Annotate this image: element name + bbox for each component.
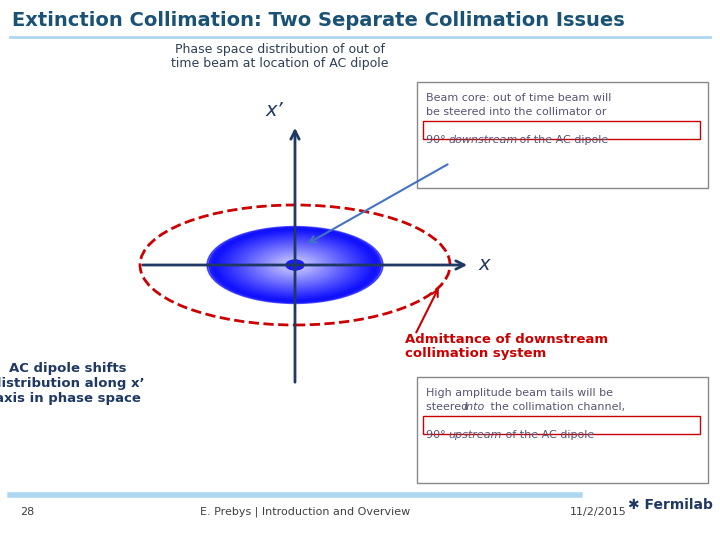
Ellipse shape bbox=[242, 242, 348, 288]
Ellipse shape bbox=[244, 243, 346, 287]
Ellipse shape bbox=[256, 248, 335, 282]
FancyBboxPatch shape bbox=[423, 416, 700, 434]
Text: ✱ Fermilab: ✱ Fermilab bbox=[628, 498, 713, 512]
FancyBboxPatch shape bbox=[417, 377, 708, 483]
Text: time beam at location of AC dipole: time beam at location of AC dipole bbox=[171, 57, 389, 70]
Text: 90°: 90° bbox=[426, 430, 449, 440]
Ellipse shape bbox=[216, 231, 374, 300]
Ellipse shape bbox=[284, 260, 306, 270]
Ellipse shape bbox=[235, 239, 354, 291]
Ellipse shape bbox=[251, 246, 339, 284]
Ellipse shape bbox=[238, 240, 352, 290]
Text: Beam core: out of time beam will: Beam core: out of time beam will bbox=[426, 93, 611, 103]
Ellipse shape bbox=[225, 234, 365, 296]
Ellipse shape bbox=[273, 255, 317, 275]
Text: 28: 28 bbox=[20, 507, 35, 517]
Text: Phase space distribution of out of: Phase space distribution of out of bbox=[175, 44, 385, 57]
Text: Admittance of downstream: Admittance of downstream bbox=[405, 333, 608, 346]
Text: E. Prebys | Introduction and Overview: E. Prebys | Introduction and Overview bbox=[200, 507, 410, 517]
Text: x’: x’ bbox=[265, 101, 283, 120]
Ellipse shape bbox=[231, 237, 359, 293]
Text: AC dipole shifts
distribution along x’
axis in phase space: AC dipole shifts distribution along x’ a… bbox=[0, 362, 144, 405]
Text: 11/2/2015: 11/2/2015 bbox=[570, 507, 626, 517]
Text: collimators: collimators bbox=[426, 121, 487, 131]
Text: 90°: 90° bbox=[426, 135, 449, 145]
Ellipse shape bbox=[246, 244, 343, 286]
Ellipse shape bbox=[214, 230, 377, 301]
FancyBboxPatch shape bbox=[423, 121, 700, 139]
Ellipse shape bbox=[286, 260, 304, 270]
Ellipse shape bbox=[269, 253, 321, 276]
Text: of the AC dipole: of the AC dipole bbox=[516, 135, 608, 145]
Text: of the AC dipole: of the AC dipole bbox=[502, 430, 594, 440]
Ellipse shape bbox=[220, 232, 370, 298]
Ellipse shape bbox=[289, 262, 302, 268]
Ellipse shape bbox=[240, 241, 350, 289]
Text: Extinction Collimation: Two Separate Collimation Issues: Extinction Collimation: Two Separate Col… bbox=[12, 10, 625, 30]
FancyBboxPatch shape bbox=[417, 82, 708, 188]
Ellipse shape bbox=[282, 259, 308, 271]
Text: x: x bbox=[478, 255, 490, 274]
Ellipse shape bbox=[222, 233, 368, 297]
Ellipse shape bbox=[227, 235, 363, 295]
Ellipse shape bbox=[271, 254, 319, 275]
Ellipse shape bbox=[277, 257, 312, 273]
Text: so they must be cleaned up: so they must be cleaned up bbox=[426, 416, 581, 426]
Ellipse shape bbox=[249, 245, 341, 285]
Ellipse shape bbox=[253, 247, 337, 284]
Text: into: into bbox=[464, 402, 485, 412]
Ellipse shape bbox=[291, 263, 300, 267]
Ellipse shape bbox=[260, 249, 330, 280]
Ellipse shape bbox=[212, 228, 379, 301]
Ellipse shape bbox=[229, 236, 361, 294]
Ellipse shape bbox=[218, 231, 372, 299]
Text: High amplitude beam tails will be: High amplitude beam tails will be bbox=[426, 388, 613, 398]
Ellipse shape bbox=[207, 226, 383, 303]
Text: the collimation channel,: the collimation channel, bbox=[487, 402, 625, 412]
Ellipse shape bbox=[262, 251, 328, 279]
Text: steered: steered bbox=[426, 402, 472, 412]
Ellipse shape bbox=[233, 238, 356, 292]
Ellipse shape bbox=[266, 253, 323, 278]
Text: upstream: upstream bbox=[448, 430, 502, 440]
Ellipse shape bbox=[293, 264, 297, 266]
Ellipse shape bbox=[279, 258, 310, 272]
Ellipse shape bbox=[210, 227, 381, 302]
Text: collimation system: collimation system bbox=[405, 347, 546, 360]
Ellipse shape bbox=[264, 252, 325, 279]
FancyArrow shape bbox=[47, 185, 89, 350]
Text: downstream: downstream bbox=[448, 135, 518, 145]
Ellipse shape bbox=[258, 248, 333, 281]
Text: be steered into the collimator or: be steered into the collimator or bbox=[426, 107, 606, 117]
Ellipse shape bbox=[287, 261, 304, 269]
Ellipse shape bbox=[275, 256, 315, 274]
